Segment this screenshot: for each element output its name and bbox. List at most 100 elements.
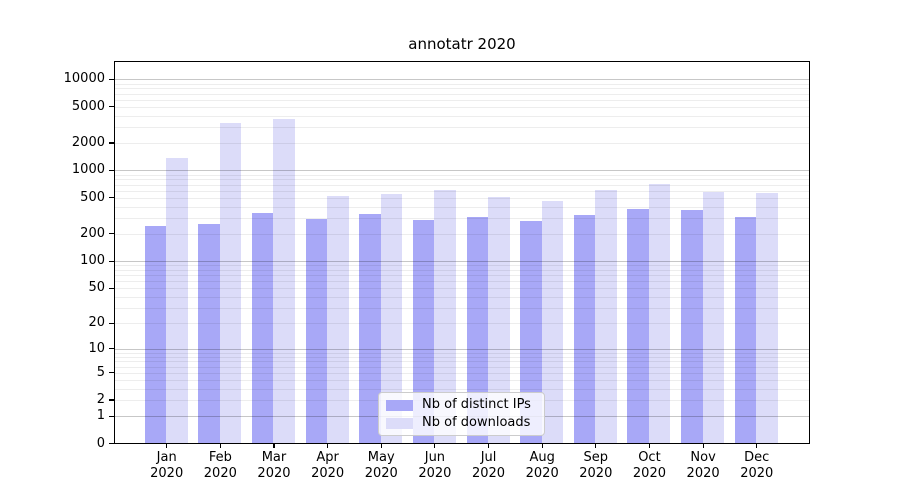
bars-layer <box>114 61 811 444</box>
bar-ips-sep <box>573 215 596 444</box>
minor-gridline-900 <box>113 174 810 176</box>
x-tick-label-sep: Sep 2020 <box>579 449 613 481</box>
minor-gridline-60 <box>113 281 810 283</box>
x-tick-may <box>380 443 382 448</box>
y-tick-10 <box>109 348 114 350</box>
minor-gridline-400 <box>113 206 810 208</box>
minor-gridline-5000 <box>113 106 810 108</box>
minor-gridline-7 <box>113 361 810 363</box>
y-tick-5 <box>109 372 114 374</box>
y-tick-label-100: 100 <box>80 253 105 269</box>
legend-swatch-downloads <box>386 417 413 429</box>
x-tick-jan <box>166 443 168 448</box>
x-tick-label-nov: Nov 2020 <box>686 449 720 481</box>
major-gridline-10000 <box>113 79 810 81</box>
bar-downloads-jan <box>166 158 188 444</box>
y-tick-5000 <box>109 106 114 108</box>
bar-downloads-mar <box>273 119 295 444</box>
bar-ips-jun <box>412 219 435 444</box>
minor-gridline-70 <box>113 275 810 277</box>
y-tick-label-200: 200 <box>80 225 105 241</box>
y-tick-2000 <box>109 142 114 144</box>
y-tick-2 <box>109 399 114 401</box>
minor-gridline-6000 <box>113 99 810 101</box>
y-tick-label-10: 10 <box>88 340 105 356</box>
minor-gridline-9000 <box>113 83 810 85</box>
bar-downloads-feb <box>219 123 242 444</box>
y-tick-0 <box>109 442 114 445</box>
chart-title: annotatr 2020 <box>408 35 516 53</box>
x-tick-aug <box>541 443 543 448</box>
x-tick-label-mar: Mar 2020 <box>257 449 291 481</box>
bar-downloads-may <box>380 193 403 444</box>
y-tick-label-50: 50 <box>88 280 105 296</box>
legend-swatch-distinct-ips <box>386 399 413 411</box>
y-tick-label-1: 1 <box>96 408 105 424</box>
bar-ips-feb <box>198 224 220 444</box>
major-gridline-100 <box>113 261 810 263</box>
y-tick-label-5: 5 <box>96 364 105 380</box>
x-tick-jul <box>487 443 490 448</box>
bar-ips-may <box>359 214 381 444</box>
y-tick-label-2000: 2000 <box>71 135 105 151</box>
bar-downloads-apr <box>327 195 349 444</box>
y-tick-20 <box>109 322 114 324</box>
minor-gridline-600 <box>113 190 810 192</box>
x-tick-apr <box>327 443 329 448</box>
y-tick-label-2: 2 <box>96 392 105 408</box>
legend-row-downloads: Nb of downloads <box>386 416 537 430</box>
minor-gridline-90 <box>113 265 810 267</box>
x-tick-dec <box>756 443 758 448</box>
bar-ips-nov <box>681 210 703 444</box>
x-tick-label-aug: Aug 2020 <box>525 449 559 481</box>
x-tick-label-dec: Dec 2020 <box>740 449 774 481</box>
x-tick-label-feb: Feb 2020 <box>203 449 237 481</box>
minor-gridline-200 <box>113 233 810 235</box>
minor-gridline-800 <box>113 179 810 181</box>
major-gridline-10 <box>113 348 810 350</box>
minor-gridline-300 <box>113 217 810 219</box>
plot-area-frame <box>113 60 810 444</box>
minor-gridline-500 <box>113 197 810 199</box>
minor-gridline-700 <box>113 184 810 186</box>
minor-gridline-40 <box>113 296 810 298</box>
minor-gridline-5 <box>113 372 810 374</box>
x-tick-label-jun: Jun 2020 <box>418 449 452 481</box>
x-tick-label-jul: Jul 2020 <box>471 449 506 481</box>
x-tick-mar <box>273 443 275 448</box>
y-tick-1 <box>109 415 114 417</box>
minor-gridline-2000 <box>113 143 810 145</box>
y-tick-label-10000: 10000 <box>63 71 105 87</box>
minor-gridline-80 <box>113 269 810 271</box>
legend-label-distinct-ips: Nb of distinct IPs <box>422 397 531 412</box>
minor-gridline-20 <box>113 323 810 325</box>
bar-downloads-aug <box>541 200 564 444</box>
bar-downloads-nov <box>702 192 725 444</box>
bar-ips-jul <box>466 217 489 444</box>
y-tick-label-1000: 1000 <box>71 162 105 178</box>
minor-gridline-6 <box>113 366 810 368</box>
bar-downloads-dec <box>756 193 778 444</box>
minor-gridline-8 <box>113 356 810 358</box>
legend: Nb of distinct IPs Nb of downloads <box>378 392 545 436</box>
x-tick-label-jan: Jan 2020 <box>150 449 184 481</box>
bar-downloads-sep <box>595 189 617 444</box>
bar-downloads-jun <box>434 189 456 444</box>
x-tick-label-oct: Oct 2020 <box>632 449 666 481</box>
minor-gridline-50 <box>113 288 810 290</box>
bar-ips-mar <box>251 213 274 444</box>
major-gridline-1000 <box>113 170 810 172</box>
minor-gridline-3000 <box>113 127 810 129</box>
legend-label-downloads: Nb of downloads <box>422 415 531 430</box>
x-tick-jun <box>434 443 436 448</box>
bar-downloads-jul <box>488 197 510 444</box>
y-tick-label-0: 0 <box>96 435 105 451</box>
minor-gridline-8000 <box>113 88 810 90</box>
y-tick-label-20: 20 <box>88 315 105 331</box>
y-tick-200 <box>109 233 114 235</box>
minor-gridline-4 <box>113 379 810 381</box>
x-tick-label-apr: Apr 2020 <box>311 449 345 481</box>
y-tick-50 <box>109 287 114 289</box>
y-tick-500 <box>109 197 114 199</box>
